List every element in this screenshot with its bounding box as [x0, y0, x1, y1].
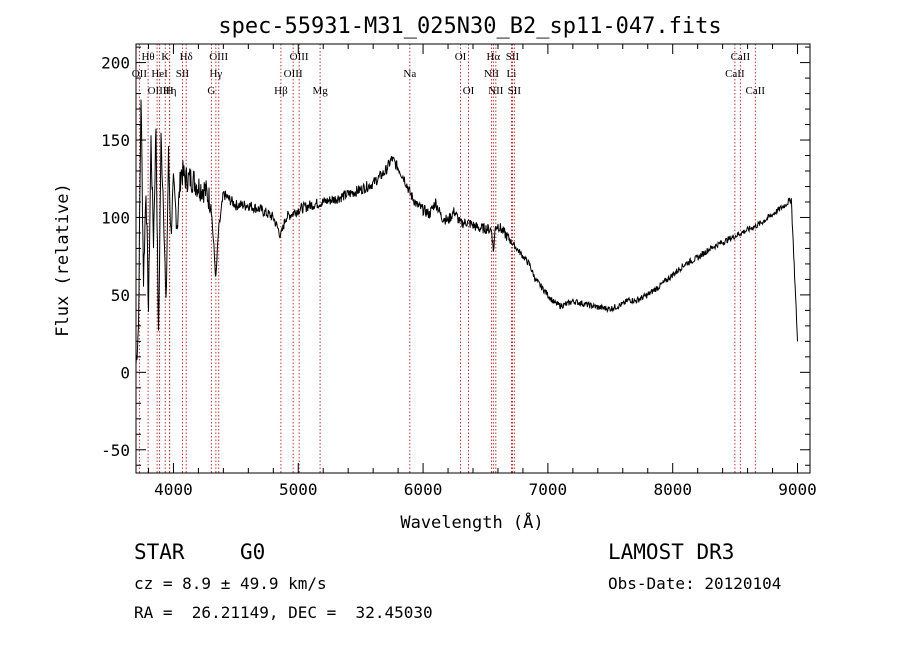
line-label-21: NII — [488, 85, 504, 97]
y-tick-label-1: 0 — [120, 363, 130, 382]
x-tick-label-1: 5000 — [279, 480, 318, 499]
chart-title: spec-55931-M31_025N30_B2_sp11-047.fits — [218, 14, 721, 39]
y-tick-label-0: -50 — [101, 441, 130, 460]
line-label-27: CaII — [746, 85, 766, 97]
line-label-10: Hγ — [209, 68, 222, 80]
y-tick-label-3: 100 — [101, 208, 130, 227]
plot-frame — [135, 43, 811, 474]
line-label-1: Hθ — [141, 51, 154, 63]
line-label-24: SII — [508, 85, 522, 97]
line-label-15: Mg — [312, 85, 328, 97]
line-label-4: K — [161, 51, 169, 63]
line-label-8: Hδ — [180, 51, 193, 63]
line-label-13: OIII — [284, 68, 303, 80]
x-tick-label-2: 6000 — [404, 480, 443, 499]
coordinates: RA = 26.21149, DEC = 32.45030 — [134, 603, 433, 622]
y-tick-label-4: 150 — [101, 131, 130, 150]
redshift-velocity: cz = 8.9 ± 49.9 km/s — [134, 574, 327, 593]
object-class: STAR — [134, 540, 185, 564]
object-subclass: G0 — [240, 540, 266, 564]
x-tick-label-5: 9000 — [778, 480, 817, 499]
line-label-11: G — [207, 85, 215, 97]
line-label-2: OIII — [148, 85, 167, 97]
line-label-3: HeI — [151, 68, 168, 80]
line-label-25: CaII — [725, 68, 745, 80]
line-label-7: SII — [176, 68, 190, 80]
line-label-6: H — [166, 85, 174, 97]
survey-name: LAMOST DR3 — [608, 540, 735, 564]
y-tick-label-5: 200 — [101, 54, 130, 73]
y-axis-label: Flux (relative) — [53, 183, 73, 337]
line-label-14: OIII — [290, 51, 309, 63]
x-tick-label-4: 8000 — [653, 480, 692, 499]
y-axis-ticks: -50 0 50 100 150 200 — [101, 46, 810, 466]
line-label-26: CaII — [731, 51, 751, 63]
line-label-20: Hα — [486, 51, 500, 63]
spectrum-line — [135, 99, 798, 365]
x-axis-label: Wavelength (Å) — [400, 511, 543, 533]
observation-date: Obs-Date: 20120104 — [608, 574, 782, 593]
plot-axes — [135, 43, 811, 474]
line-label-16: Na — [403, 68, 416, 80]
line-label-9: OIII — [209, 51, 228, 63]
line-label-22: SII — [506, 51, 520, 63]
line-label-17: OI — [455, 51, 467, 63]
x-axis-ticks: 4000 5000 6000 7000 8000 9000 — [147, 44, 817, 499]
line-label-12: Hβ — [274, 85, 288, 97]
spectrum-series — [135, 99, 798, 365]
line-label-23: Li — [507, 68, 517, 80]
line-label-18: OI — [463, 85, 475, 97]
y-tick-label-2: 50 — [111, 286, 130, 305]
x-tick-label-3: 7000 — [529, 480, 568, 499]
x-tick-label-0: 4000 — [154, 480, 193, 499]
line-label-19: NII — [484, 68, 500, 80]
